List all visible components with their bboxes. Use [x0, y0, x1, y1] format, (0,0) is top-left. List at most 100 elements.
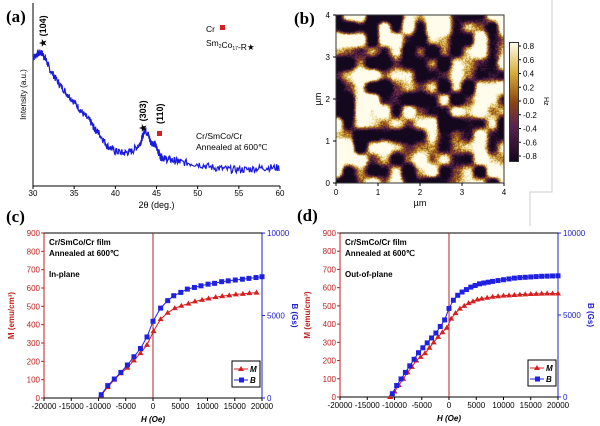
colorbar-tick-label: 0.6 [523, 56, 535, 65]
legend-box [527, 359, 557, 387]
x-tick-label: 5000 [171, 402, 189, 411]
data-point-M [555, 290, 561, 296]
data-point-M [465, 300, 472, 306]
data-point-B [389, 391, 395, 397]
data-point-B [111, 376, 117, 382]
data-point-M [171, 305, 178, 311]
x-tick-label: 60 [276, 189, 285, 198]
colorbar-tick-label: -0.4 [523, 125, 537, 134]
y-tick-label: 900 [323, 229, 337, 238]
data-point-M [185, 300, 192, 306]
data-point-B [171, 293, 177, 299]
data-point-M [544, 290, 551, 296]
data-point-B [550, 273, 556, 279]
data-point-M [461, 302, 468, 308]
data-point-B [198, 283, 204, 289]
data-point-B [415, 350, 421, 356]
data-point-M [417, 353, 424, 359]
legend-text-part: 2 [219, 44, 222, 50]
data-point-M [219, 293, 226, 299]
x-tick-label: 15000 [224, 402, 247, 411]
mfm-axes: 0 1 2 3 4 0 1 2 3 4 µm µm 0.8 0.6 0.4 0.2 0.0 -0.2 -0.4 -0.… [313, 11, 549, 208]
y-tick-label: 800 [323, 247, 337, 256]
x-tick-label: 0 [334, 188, 339, 197]
data-point-M [511, 291, 518, 297]
xrd-series-line [32, 48, 280, 175]
data-point-B [137, 346, 143, 351]
x-tick-label: -20000 [328, 401, 353, 410]
annotation: Cr/SmCo/Cr film [49, 238, 111, 247]
data-point-B [468, 284, 474, 290]
colorbar-tick-label: 0.8 [523, 42, 535, 51]
y-tick-label: 800 [27, 247, 41, 256]
legend-cr-marker [220, 25, 225, 30]
data-point-B [158, 305, 164, 311]
y-tick-label: 600 [323, 284, 337, 293]
data-point-B [420, 345, 426, 351]
y-tick-label: 300 [323, 338, 337, 347]
data-point-B [463, 287, 469, 293]
legend-label: M [546, 364, 553, 373]
data-point-M [253, 289, 260, 295]
data-point-M [157, 316, 164, 322]
legend-label: B [546, 375, 552, 384]
y2-tick-label: 0 [563, 393, 568, 402]
data-point-M [439, 329, 446, 335]
data-point-B [511, 275, 517, 281]
data-point-M [226, 292, 233, 298]
y-tick-label: 400 [323, 320, 337, 329]
data-point-B [144, 334, 150, 340]
data-point-B [402, 369, 408, 375]
data-point-B [253, 275, 259, 281]
data-point-M [212, 294, 219, 300]
data-point-M [422, 350, 429, 356]
data-point-B [407, 363, 413, 369]
legend-label: M [250, 365, 257, 374]
data-point-B [472, 282, 478, 288]
x-tick-label: 0 [447, 401, 452, 410]
peak-label-110: (110) [155, 103, 165, 124]
hysteresis-chart-in-plane: -20000 -15000 -10000 -5000 0 5000 10000 15000 20… [7, 229, 299, 424]
data-point-M [448, 315, 455, 321]
image-frame [335, 14, 505, 184]
colorbar-tick-label: -0.2 [523, 111, 537, 120]
data-point-B [232, 277, 238, 283]
x-tick-label: -5000 [116, 402, 137, 411]
annotation: In-plane [49, 270, 80, 279]
legend-text-part: Co [222, 40, 233, 50]
y-tick-label: 100 [323, 375, 337, 384]
y-tick-label: 500 [27, 302, 41, 311]
annotation-anneal: Annealed at 600℃ [196, 142, 268, 152]
y-tick-label: 2 [326, 95, 331, 104]
y2-axis-label: B (Gs) [586, 303, 595, 327]
legend-marker [534, 365, 540, 370]
y2-tick-label: 0 [267, 394, 272, 403]
x-tick-label: 45 [152, 189, 161, 198]
peak-label-104: ★ (104) [38, 15, 48, 47]
colorbar-tick-label: 0.4 [523, 70, 535, 79]
data-point-M [489, 293, 496, 299]
data-point-M [426, 344, 433, 350]
x-axis-label: H (Oe) [141, 415, 165, 424]
data-point-M [500, 292, 507, 298]
data-point-B [442, 317, 448, 323]
data-point-M [232, 291, 239, 297]
x-tick-label: -20000 [32, 402, 57, 411]
data-point-M [246, 290, 253, 296]
annotation: Annealed at 600℃ [49, 249, 119, 258]
x-tick-label: 20000 [547, 401, 570, 410]
axes [32, 3, 280, 187]
data-point-M [474, 296, 481, 302]
data-point-M [469, 298, 476, 304]
y-tick-label: 200 [323, 357, 337, 366]
y-axis-label: Intensity (a.u.) [19, 69, 28, 120]
data-point-M [430, 339, 437, 345]
data-point-B [118, 369, 124, 375]
data-point-M [137, 350, 144, 356]
x-tick-label: 50 [193, 189, 202, 198]
data-point-M [549, 290, 556, 296]
data-point-B [424, 340, 430, 346]
data-point-B [105, 383, 111, 389]
colorbar-tick-label: 0.2 [523, 83, 535, 92]
